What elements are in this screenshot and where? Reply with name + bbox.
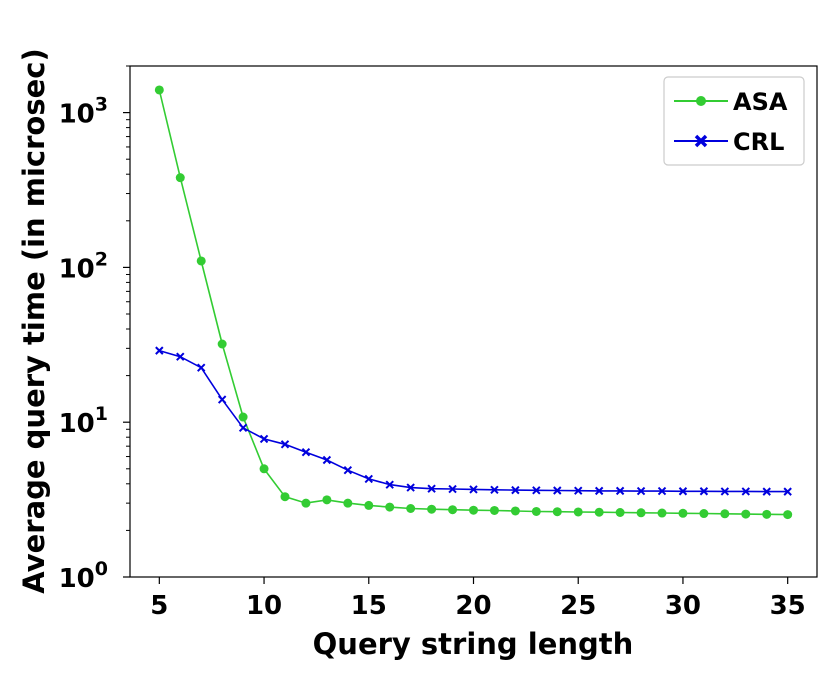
legend-marker-asa [696,96,706,106]
data-point-crl [427,484,436,493]
data-point-crl [511,485,520,495]
data-point-asa [594,507,604,517]
data-point-asa [741,509,751,519]
data-point-asa [657,508,667,518]
y-tick-label: 102 [59,248,108,284]
data-point-crl [657,486,667,496]
data-point-crl [301,447,311,457]
data-point-crl [594,486,604,496]
data-point-asa [469,505,478,515]
data-point-asa [615,508,625,518]
data-point-asa [573,507,583,517]
data-point-crl [385,480,394,489]
data-point-asa [720,509,730,519]
data-point-crl [553,486,562,495]
data-point-asa [636,508,646,518]
x-tick-label: 15 [351,591,387,621]
x-tick-label: 20 [455,591,491,621]
data-point-crl [469,485,478,494]
data-point-crl [197,363,206,372]
data-point-asa [531,506,541,516]
data-point-crl [259,434,269,444]
data-point-crl [176,352,185,361]
x-tick-label: 25 [560,591,596,621]
data-point-asa [699,509,709,519]
x-tick-label: 30 [665,591,701,621]
y-tick-label: 103 [59,94,108,130]
data-point-asa [259,464,269,474]
x-tick-label: 10 [246,591,282,621]
data-point-crl [364,474,373,484]
data-point-asa [510,506,520,516]
legend: ASA CRL [663,76,805,166]
y-axis-title: Average query time (in microsec) [17,48,51,593]
data-point-crl [699,487,709,496]
data-point-crl [532,486,541,495]
data-point-asa [783,510,793,520]
data-point-asa [322,495,332,505]
data-point-crl [574,486,583,495]
data-point-crl [636,486,646,496]
data-point-crl [783,487,792,496]
data-point-crl [217,395,227,404]
x-axis-ticks: 5 10 15 20 25 30 35 [150,577,806,621]
series-layer [154,85,793,520]
data-point-asa [552,507,562,517]
data-point-crl [448,484,457,494]
data-point-asa [762,509,772,519]
legend-marker-crl-shape [694,134,708,148]
data-point-crl [678,487,688,496]
data-point-asa [489,505,499,515]
data-point-crl [322,455,332,465]
y-tick-label: 101 [59,403,108,439]
x-tick-label: 35 [770,591,806,621]
data-point-asa [385,502,395,512]
y-tick-label: 100 [59,558,108,594]
x-tick-label: 5 [150,591,168,621]
data-point-asa [280,492,290,502]
data-point-crl [720,487,730,496]
data-point-asa [196,256,206,266]
data-point-crl [741,487,750,496]
x-axis-title: Query string length [313,627,634,661]
data-point-asa [343,498,353,508]
data-point-crl [490,485,499,494]
data-point-crl [343,465,353,475]
data-point-crl [238,423,248,433]
legend-label-asa: ASA [733,88,788,116]
data-point-asa [301,498,311,508]
data-point-crl [406,483,415,492]
data-point-crl [155,346,164,355]
data-point-asa [406,504,416,514]
data-point-asa [427,504,437,514]
legend-marker-crl [694,134,708,148]
data-point-asa [175,173,185,183]
data-point-asa [238,412,248,422]
data-point-asa [678,508,688,518]
data-point-crl [762,487,771,496]
data-point-crl [615,486,625,496]
data-point-asa [448,505,458,515]
data-point-asa [364,500,374,510]
legend-label-crl: CRL [733,128,784,156]
y-axis-ticks: 100 101 102 103 [59,65,130,594]
data-point-asa [217,339,227,349]
series-line-crl [159,349,788,493]
data-point-asa [154,85,164,95]
data-point-crl [280,440,290,449]
